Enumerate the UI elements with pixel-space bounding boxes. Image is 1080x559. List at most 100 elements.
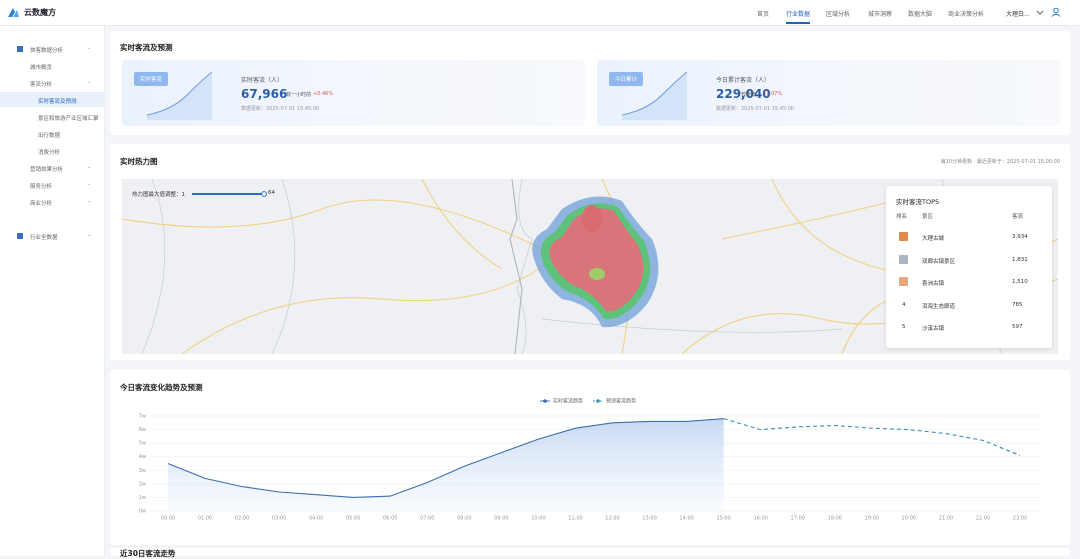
rank-icon bbox=[899, 232, 908, 241]
x-tick-label: 10:00 bbox=[531, 516, 545, 522]
x-tick-label: 09:00 bbox=[494, 516, 508, 522]
x-tick-label: 08:00 bbox=[457, 516, 471, 522]
sidebar-item[interactable]: 营销效果分析 bbox=[30, 167, 64, 173]
sidebar-icon bbox=[17, 233, 23, 239]
sidebar-caret: ⌄ bbox=[87, 164, 92, 170]
nav-item[interactable]: 行业数据 bbox=[786, 11, 811, 18]
sidebar-caret: ⌄ bbox=[87, 45, 92, 51]
y-tick-label: 6w bbox=[139, 427, 146, 433]
x-tick-label: 15:00 bbox=[716, 516, 730, 522]
x-tick-label: 00:00 bbox=[161, 516, 175, 522]
heat-blob bbox=[532, 196, 659, 328]
card-sparkline bbox=[621, 71, 687, 120]
update-note: 每10分钟更新 · 最近更新于：2025-07-01 15:00:00 bbox=[940, 159, 1060, 165]
rank-number: 5 bbox=[902, 324, 906, 330]
nav-item[interactable]: 数据大脑 bbox=[908, 11, 933, 18]
table-header: 排名 bbox=[896, 214, 908, 220]
card-value: 229,040 bbox=[716, 87, 771, 101]
section-title: 近30日客流走势 bbox=[120, 549, 176, 558]
rank-icon bbox=[899, 254, 908, 264]
slider[interactable] bbox=[190, 191, 270, 197]
x-tick-label: 11:00 bbox=[568, 516, 582, 522]
legend-label: 实时客流趋势 bbox=[553, 398, 583, 405]
card-compare: 较昨日 bbox=[741, 92, 757, 98]
nav-item[interactable]: 商业决策分析 bbox=[948, 11, 985, 18]
x-tick-label: 12:00 bbox=[605, 516, 619, 522]
scenic-name: 大理古城 bbox=[922, 236, 945, 242]
x-tick-label: 03:00 bbox=[272, 516, 286, 522]
x-tick-label: 21:00 bbox=[939, 516, 953, 522]
x-tick-label: 06:00 bbox=[383, 516, 397, 522]
x-tick-label: 18:00 bbox=[828, 516, 842, 522]
card-label: 实时客流（人） bbox=[241, 77, 284, 84]
sidebar-item[interactable]: 客流分析 bbox=[30, 82, 53, 88]
x-tick-label: 14:00 bbox=[679, 516, 693, 522]
y-tick-label: 3w bbox=[139, 468, 146, 474]
sidebar-caret: ⌄ bbox=[87, 79, 92, 85]
heatmap-panel: 实时热力图 每10分钟更新 · 最近更新于：2025-07-01 15:00:0… bbox=[110, 144, 1070, 360]
section-title: 实时客流及预测 bbox=[120, 43, 173, 52]
scenic-flow: 1,510 bbox=[1012, 279, 1028, 285]
card-compare: 较一小时前 bbox=[286, 92, 312, 98]
scenic-name: 沙溪古镇 bbox=[922, 326, 945, 332]
sidebar-item[interactable]: 城市概览 bbox=[30, 65, 53, 71]
slider-label: 热力图最大值调整：1 bbox=[132, 192, 185, 198]
series-area bbox=[168, 418, 724, 511]
x-tick-label: 23:00 bbox=[1013, 516, 1027, 522]
sidebar-item[interactable]: 实时客流及预测 bbox=[38, 99, 77, 105]
card-label: 今日累计客流（人） bbox=[716, 77, 771, 84]
y-tick-label: 4w bbox=[139, 454, 146, 460]
top5-title: 实时客流TOP5 bbox=[896, 198, 940, 206]
card-sparkline bbox=[146, 71, 212, 120]
legend-label: 预测客流趋势 bbox=[606, 398, 636, 405]
nav-item[interactable]: 城市洞察 bbox=[868, 11, 893, 18]
nav-item[interactable]: 首页 bbox=[757, 11, 770, 18]
logo-icon bbox=[8, 8, 19, 17]
legend-dot bbox=[543, 399, 547, 403]
sidebar-item[interactable]: 旅客数据分析 bbox=[30, 48, 64, 54]
x-tick-label: 17:00 bbox=[791, 516, 805, 522]
sidebar-item[interactable]: 消费分析 bbox=[38, 150, 61, 156]
slider-max: 64 bbox=[268, 190, 275, 196]
y-tick-label: 5w bbox=[139, 441, 146, 447]
sidebar-item[interactable]: 服务分析 bbox=[30, 184, 53, 190]
sidebar-item[interactable]: 商业分析 bbox=[30, 201, 53, 207]
legend-dot bbox=[596, 399, 600, 403]
card-change: +1.07% bbox=[762, 91, 783, 97]
scenic-flow: 597 bbox=[1012, 324, 1023, 330]
series-line bbox=[723, 418, 1021, 456]
sidebar-item[interactable]: 景区和旅游产业区域汇聚 bbox=[38, 116, 99, 122]
sidebar-icon bbox=[17, 46, 23, 52]
user-name[interactable]: 大理白... bbox=[1006, 11, 1030, 18]
section-title: 今日客流变化趋势及预测 bbox=[120, 383, 203, 392]
sidebar-item[interactable]: 行业全数据 bbox=[30, 235, 58, 241]
card-value: 67,966 bbox=[241, 87, 288, 101]
scenic-name: 喜洲古镇 bbox=[922, 281, 945, 287]
card-change: +0.46% bbox=[313, 91, 334, 97]
sidebar-item[interactable]: 出行数据 bbox=[38, 133, 61, 139]
series-line bbox=[167, 418, 724, 498]
sidebar: 旅客数据分析 ⌄ 城市概览客流分析 ⌄ 实时客流及预测景区和旅游产业区域汇聚 出行数据消费… bbox=[0, 26, 105, 556]
nav-item[interactable]: 区域分析 bbox=[826, 11, 851, 18]
sidebar-caret: ⌄ bbox=[87, 198, 92, 204]
x-tick-label: 02:00 bbox=[235, 516, 249, 522]
top-bar: 云数魔方 首页 行业数据 区域分析 城市洞察 数据大脑 商业决策分析 大理白... bbox=[0, 0, 1080, 26]
x-tick-label: 16:00 bbox=[753, 516, 767, 522]
scenic-flow: 3,934 bbox=[1012, 234, 1028, 240]
stat-card: 实时客流 实时客流（人） 67,966 较一小时前 +0.46% 数据更新：2025-07… bbox=[122, 60, 585, 126]
table-header: 景区 bbox=[922, 214, 934, 220]
y-tick-label: 0w bbox=[139, 509, 146, 515]
logo-text: 云数魔方 bbox=[24, 8, 56, 17]
table-header: 客流 bbox=[1012, 214, 1024, 220]
x-tick-label: 04:00 bbox=[309, 516, 323, 522]
dropdown-caret[interactable] bbox=[1036, 9, 1044, 15]
x-tick-label: 13:00 bbox=[642, 516, 656, 522]
scenic-flow: 1,831 bbox=[1012, 256, 1028, 263]
user-icon[interactable] bbox=[1051, 7, 1061, 17]
nav-underline bbox=[786, 22, 810, 24]
x-tick-label: 20:00 bbox=[902, 516, 916, 522]
card-badge: 实时客流 bbox=[134, 72, 169, 86]
scenic-flow: 785 bbox=[1012, 301, 1023, 308]
sidebar-highlight bbox=[0, 92, 104, 107]
